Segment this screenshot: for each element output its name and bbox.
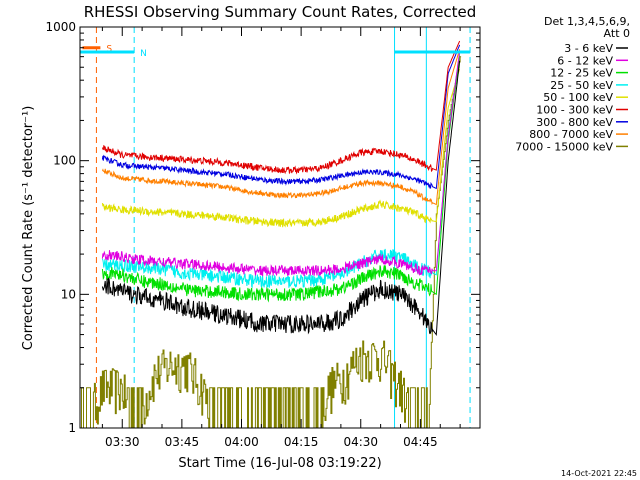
legend-label: 800 - 7000 keV [529,128,613,141]
series-line-12-25-kev [101,55,461,303]
legend-label: 50 - 100 keV [543,91,613,104]
footer-timestamp: 14-Oct-2021 22:45 [561,469,637,478]
legend-label: 6 - 12 keV [557,54,613,67]
plot-content [80,27,471,428]
y-tick-label: 1 [68,421,76,435]
legend-label: 12 - 25 keV [550,67,613,80]
legend-label: 7000 - 15000 keV [515,140,613,153]
x-tick-label: 04:00 [224,435,259,449]
legend-label: 25 - 50 keV [550,79,613,92]
series-line-7000-15000-kev [80,56,462,428]
y-tick-label: 10 [61,287,76,301]
x-tick-label: 04:45 [403,435,438,449]
y-tick-label: 100 [53,154,76,168]
night-bar-label: N [140,49,147,59]
series-line-50-100-kev [101,68,461,228]
y-axis-label: Corrected Count Rate (s⁻¹ detector⁻¹) [21,106,36,351]
x-axis-label: Start Time (16-Jul-08 03:19:22) [178,456,381,471]
x-tick-label: 03:30 [105,435,140,449]
legend-label: 3 - 6 keV [564,42,613,55]
series-line-3-6-kev [101,60,461,337]
series-line-6-12-kev [101,51,461,277]
legend-header: Att 0 [604,27,630,40]
axes: 1 10 100 1000 03:30 03:45 04:00 04:15 04:30 04:45 [45,20,481,449]
series-line-800-7000-kev [101,49,461,206]
plot-frame [79,26,481,429]
x-tick-label: 04:15 [284,435,319,449]
legend-label: 300 - 800 keV [536,116,613,129]
x-tick-label: 03:45 [165,435,200,449]
series-line-300-800-kev [101,44,461,190]
legend-header: Det 1,3,4,5,6,9, [544,15,630,28]
x-tick-label: 04:30 [343,435,378,449]
attenuator-bar-label: S [106,45,112,55]
series-line-100-300-kev [101,40,461,175]
y-tick-label: 1000 [45,20,76,34]
chart-title: RHESSI Observing Summary Count Rates, Co… [84,3,477,21]
legend-label: 100 - 300 keV [536,104,613,117]
